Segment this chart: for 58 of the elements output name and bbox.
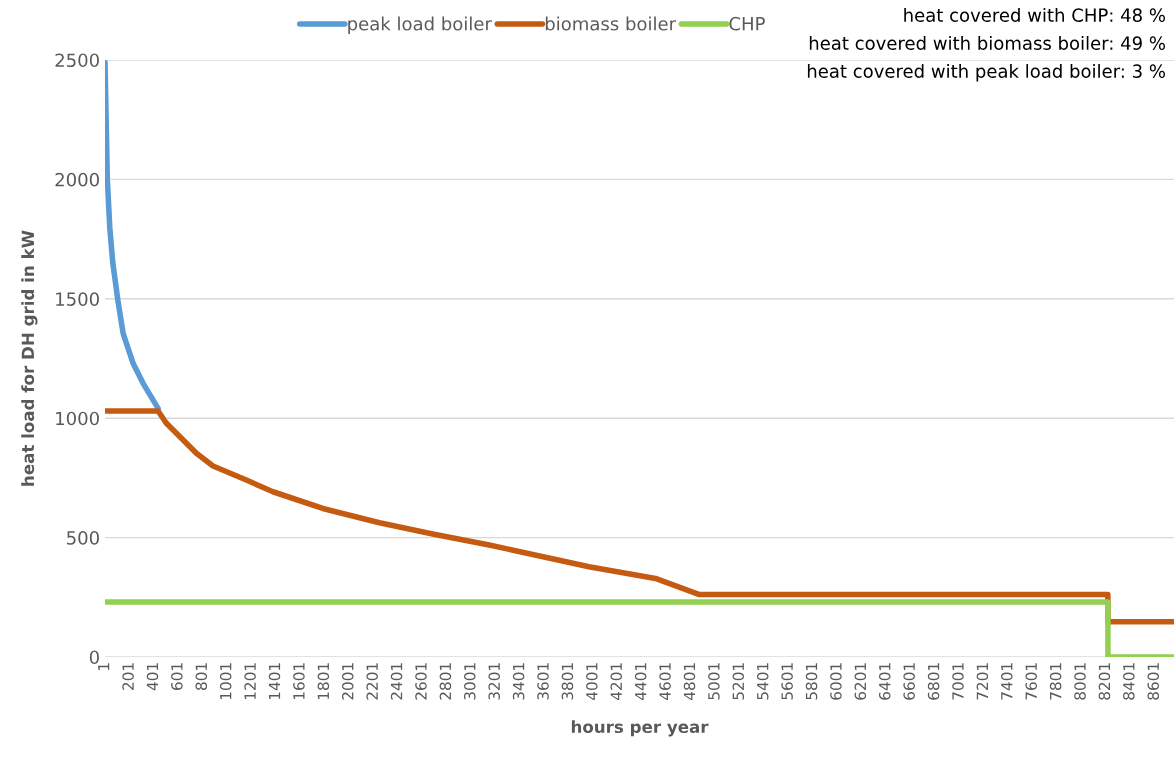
x-tick-label: 5601 [781,663,793,700]
x-tick-label: 401 [146,663,159,691]
x-tick-label: 8601 [1147,663,1160,700]
x-tick-label: 2201 [366,663,378,700]
text: heat covered with biomass boiler: 49 % [809,36,1166,50]
text: heat covered with CHP: 48 % [904,8,1165,22]
x-tick-label: 6001 [830,663,842,700]
x-tick-label: 3001 [464,663,476,700]
x-tick-label: 2601 [415,663,427,700]
legend-label: biomass boiler [545,16,677,31]
x-tick-label: 4801 [683,663,696,700]
x-tick-label: 5201 [732,663,745,700]
x-tick-label: 8001 [1074,663,1086,700]
y-axis-title: heat load for DH grid in kW [21,230,38,486]
y-tick-label: 2000 [55,172,99,187]
x-tick-label: 6401 [878,663,891,700]
x-tick-label: 2001 [341,663,354,700]
x-tick-label: 1601 [293,663,305,700]
x-tick-label: 5401 [756,663,769,700]
x-tick-label: 5001 [708,663,720,700]
x-tick-label: 8401 [1123,663,1135,700]
legend-label: CHP [729,16,765,31]
x-tick-label: 8201 [1098,663,1111,700]
x-tick-label: 4601 [659,663,671,700]
x-tick-label: 1801 [317,663,330,700]
x-tick-label: 1001 [219,663,232,700]
x-axis-title: hours per year [571,720,709,737]
x-tick-label: 1401 [268,663,281,700]
x-tick-label: 6601 [903,663,915,700]
x-tick-label: 6801 [927,663,940,700]
x-tick-label: 3801 [561,663,574,700]
x-tick-label: 7601 [1025,663,1037,700]
x-tick-label: 2801 [439,663,452,700]
y-tick-label: 500 [67,531,99,545]
x-tick-label: 7401 [1001,663,1013,700]
x-tick-label: 801 [195,663,208,690]
x-tick-label: 1201 [244,663,256,700]
x-tick-label: 3401 [512,663,525,700]
x-tick-label: 4401 [634,663,647,700]
x-tick-label: 601 [171,663,183,690]
x-tick-label: 3601 [537,663,549,700]
x-tick-label: 5801 [805,663,818,700]
x-tick-label: 4201 [610,663,623,700]
x-tick-label: 3201 [488,663,500,700]
legend-label: peak load boiler [348,16,492,35]
y-tick-label: 2500 [55,53,99,68]
x-tick-label: 201 [122,663,134,690]
y-tick-label: 1500 [56,292,99,306]
x-tick-label: 4001 [586,663,598,700]
x-tick-label: 2401 [390,663,403,700]
annotation: heat covered with peak load boiler: 3 % [807,64,1165,82]
x-tick-label: 7201 [976,663,989,700]
x-tick-label: 7001 [952,663,964,700]
y-tick-label: 0 [89,650,99,665]
x-tick-label: 1 [98,663,110,670]
y-tick-label: 1000 [56,411,99,426]
x-tick-label: 6201 [854,663,867,700]
x-tick-label: 7801 [1049,663,1062,700]
